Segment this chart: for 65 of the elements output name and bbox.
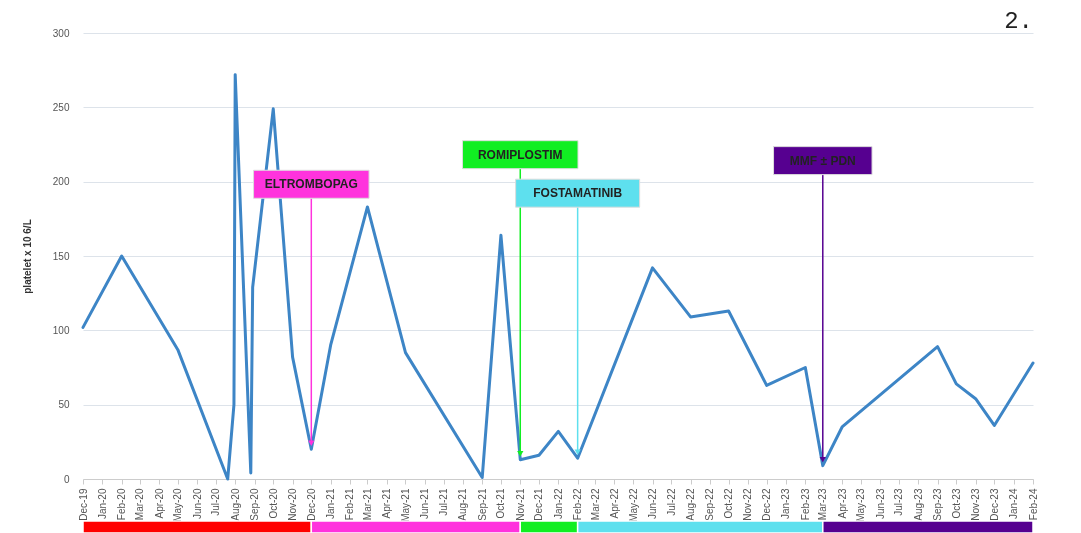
x-tick-label: Apr-21: [381, 488, 393, 519]
x-tick-label: Apr-20: [153, 488, 165, 519]
x-tick-label: Mar-23: [817, 488, 829, 521]
x-tick-label: Mar-20: [134, 488, 146, 521]
x-tick-label: Dec-22: [761, 488, 773, 521]
x-tick-label: Jul-22: [665, 488, 677, 516]
x-tick-label: Dec-19: [77, 488, 89, 521]
x-tick-label: May-22: [627, 488, 639, 522]
x-tick-label: Feb-23: [799, 488, 811, 521]
x-tick-label: Jun-20: [191, 488, 203, 520]
x-tick-label: Nov-22: [742, 488, 754, 521]
x-tick-label: Mar-22: [589, 488, 601, 521]
annotation: ELTROMBOPAG: [264, 177, 358, 192]
x-tick-label: May-23: [855, 488, 867, 522]
x-tick-label: Apr-22: [608, 488, 620, 519]
x-tick-label: Oct-21: [495, 488, 507, 519]
x-tick-label: Jun-22: [647, 488, 658, 520]
x-tick-label: Jun-21: [419, 488, 431, 520]
y-tick-label: 0: [63, 473, 70, 485]
x-tick-label: Dec-20: [305, 488, 317, 521]
x-tick-label: Dec-21: [533, 488, 545, 521]
y-axis-title: platelet x 10 6/L: [21, 219, 33, 294]
x-tick-label: May-20: [172, 488, 184, 522]
x-tick-label: Sep-20: [249, 488, 261, 521]
x-tick-label: Nov-20: [287, 488, 299, 521]
annotation: ROMIPLOSTIM: [477, 147, 563, 162]
x-tick-label: Jan-24: [1008, 488, 1020, 520]
x-tick-label: Feb-22: [572, 488, 584, 521]
x-tick-label: Jun-23: [874, 488, 886, 520]
x-tick-label: Nov-21: [514, 488, 526, 521]
x-tick-label: Aug-20: [229, 488, 241, 521]
x-tick-label: Aug-23: [912, 488, 924, 521]
x-tick-label: Jul-20: [210, 488, 222, 516]
y-tick-label: 150: [52, 250, 70, 262]
x-tick-label: Jan-20: [96, 488, 108, 520]
y-tick-label: 200: [52, 176, 70, 188]
annotation: 2.: [1004, 8, 1033, 35]
x-tick-label: Feb-20: [116, 488, 128, 521]
x-tick-label: Sep-21: [476, 488, 488, 521]
x-tick-label: Jan-23: [780, 488, 792, 520]
x-tick-label: Jul-23: [893, 488, 905, 516]
y-tick-label: 100: [52, 324, 70, 336]
y-tick-label: 300: [52, 27, 70, 39]
x-tick-label: Apr-23: [836, 488, 848, 519]
x-tick-label: Jan-21: [325, 488, 337, 520]
annotation: MMF ± PDN: [789, 153, 856, 168]
x-tick-label: Feb-21: [344, 488, 356, 521]
x-tick-label: Aug-22: [685, 488, 697, 521]
x-tick-label: Oct-20: [267, 488, 279, 519]
x-tick-label: Jul-21: [438, 488, 450, 516]
x-tick-label: Mar-21: [361, 488, 373, 521]
x-tick-label: Sep-23: [932, 488, 944, 521]
y-tick-label: 50: [58, 399, 70, 411]
x-tick-label: Dec-23: [988, 488, 1000, 521]
x-tick-label: Oct-23: [950, 488, 962, 519]
x-tick-label: Oct-22: [723, 488, 735, 519]
line-series: [81, 73, 1035, 481]
y-tick-label: 250: [52, 101, 70, 113]
x-tick-label: Aug-21: [457, 488, 469, 521]
x-tick-label: May-21: [399, 488, 411, 522]
x-tick-label: Jan-22: [552, 488, 564, 520]
annotation: FOSTAMATINIB: [533, 186, 623, 201]
x-tick-label: Sep-22: [704, 488, 716, 521]
x-tick-label: Nov-23: [970, 488, 982, 521]
x-tick-label: Feb-24: [1027, 488, 1039, 521]
